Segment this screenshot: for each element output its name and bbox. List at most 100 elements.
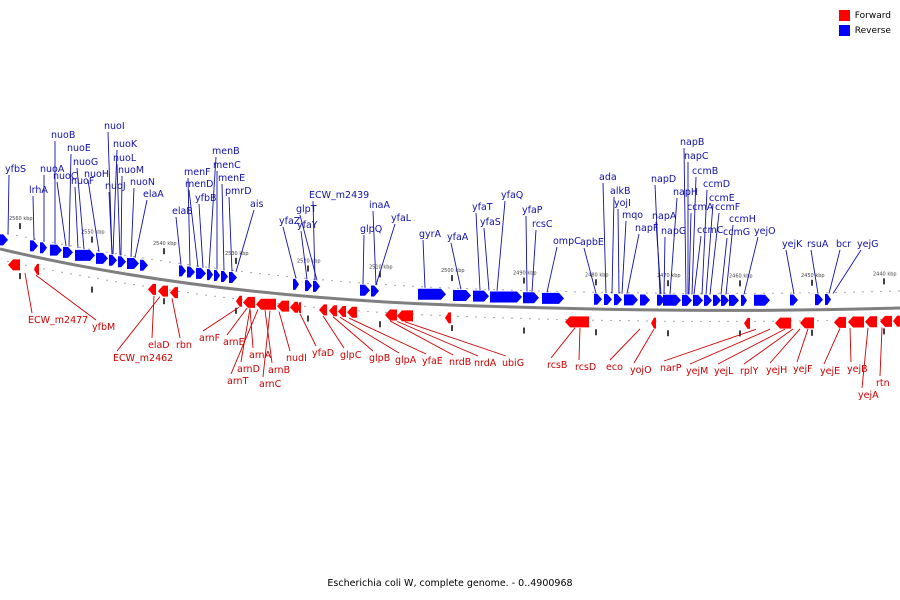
reverse-gene-label: pmrD	[225, 186, 252, 197]
reverse-gene-label: ccmE	[709, 193, 735, 204]
leader-line	[32, 195, 35, 240]
guide-dot	[358, 282, 360, 284]
guide-dot	[511, 289, 513, 291]
leader-line	[362, 234, 365, 285]
reverse-gene-label: elaB	[172, 206, 193, 217]
guide-dot	[430, 286, 432, 288]
guide-dot	[646, 292, 648, 294]
forward-gene-arrow	[893, 315, 900, 327]
forward-gene-arrow	[34, 263, 39, 275]
guide-dot	[106, 279, 108, 281]
leader-line	[701, 189, 708, 295]
forward-gene-arrow	[848, 316, 864, 328]
guide-dot	[340, 280, 342, 283]
guide-dot	[628, 292, 630, 294]
forward-gene-label: ECW_m2462	[113, 353, 173, 364]
leader-line	[332, 316, 374, 352]
reverse-gene-label: ccmF	[715, 202, 740, 213]
reverse-gene-arrow	[196, 267, 206, 279]
guide-dot	[511, 317, 513, 319]
forward-gene-label: rbn	[176, 340, 192, 351]
leader-line	[375, 223, 396, 286]
tick-label: 2470 kbp	[657, 273, 681, 279]
forward-gene-label: nrdA	[474, 358, 497, 369]
guide-dot	[403, 285, 405, 287]
forward-swatch-icon	[838, 10, 850, 21]
forward-gene-arrow	[347, 306, 357, 318]
guide-dot	[322, 279, 324, 281]
guide-dot	[313, 278, 315, 280]
leader-line	[796, 328, 809, 363]
reverse-gene-arrow	[221, 270, 228, 282]
guide-dot	[142, 257, 144, 259]
forward-gene-label: yejE	[820, 366, 840, 377]
reverse-gene-arrow	[594, 293, 602, 305]
guide-dot	[367, 282, 369, 285]
reverse-gene-arrow	[624, 294, 638, 306]
forward-gene-label: eco	[606, 362, 623, 373]
reverse-gene-arrow	[490, 291, 522, 303]
reverse-gene-label: rsuA	[807, 239, 829, 250]
reverse-gene-arrow	[75, 249, 95, 261]
forward-gene-label: rcsB	[547, 360, 567, 371]
guide-dot	[259, 273, 261, 275]
reverse-gene-label: nuoJ	[105, 181, 126, 192]
guide-dot	[124, 254, 126, 256]
reverse-gene-label: ccmG	[723, 227, 750, 238]
guide-dot	[133, 284, 135, 286]
reverse-gene-label: glpQ	[360, 224, 382, 235]
guide-dot	[835, 291, 837, 294]
reverse-gene-label: nuoH	[84, 169, 109, 180]
leader-line	[404, 321, 507, 357]
forward-gene-arrow	[445, 312, 451, 324]
guide-dot	[115, 281, 117, 283]
reverse-gene-arrow	[473, 290, 489, 302]
guide-dot	[421, 286, 423, 288]
legend-label-forward: Forward	[854, 10, 891, 21]
guide-dot	[61, 271, 63, 273]
reverse-gene-arrow	[682, 294, 692, 306]
reverse-gene-label: nuoM	[118, 165, 144, 176]
reverse-gene-arrow	[118, 256, 126, 268]
reverse-gene-arrow	[360, 284, 370, 296]
guide-dot	[61, 243, 63, 245]
forward-gene-label: glpB	[369, 353, 390, 364]
leader-lines	[7, 131, 883, 389]
guide-dot	[250, 272, 252, 274]
guide-dot	[97, 278, 99, 280]
reverse-gene-arrow	[140, 259, 148, 271]
guide-dot	[529, 290, 531, 292]
leader-line	[525, 215, 528, 292]
guide-dot	[565, 319, 567, 321]
guide-dot	[862, 291, 864, 293]
guide-dot	[484, 288, 486, 290]
leader-line	[208, 156, 217, 269]
guide-dot	[880, 290, 882, 293]
guide-dot	[502, 289, 504, 291]
leader-line	[396, 320, 479, 357]
guide-dot	[772, 292, 774, 294]
guide-dot	[178, 290, 180, 292]
guide-dot	[736, 320, 738, 322]
guide-dot	[52, 241, 54, 244]
guide-dot	[232, 297, 234, 300]
reverse-gene-arrow	[815, 294, 823, 306]
reverse-gene-label: yejK	[782, 239, 803, 250]
guide-dot	[763, 320, 765, 322]
guide-dot	[718, 320, 720, 322]
guide-dot	[331, 280, 333, 282]
forward-gene-label: arnE	[223, 337, 245, 348]
reverse-gene-arrow	[604, 293, 612, 305]
guide-dot	[790, 292, 792, 294]
leader-line	[68, 153, 72, 247]
leader-line	[725, 224, 734, 295]
guide-dot	[475, 316, 477, 318]
guide-dot	[376, 311, 378, 313]
reverse-gene-arrow	[614, 294, 622, 306]
reverse-gene-arrow	[640, 294, 650, 306]
leader-line	[531, 229, 537, 292]
forward-gene-arrow	[565, 316, 589, 328]
guide-dot	[277, 302, 279, 305]
leader-line	[810, 249, 819, 294]
leader-line	[717, 328, 786, 365]
